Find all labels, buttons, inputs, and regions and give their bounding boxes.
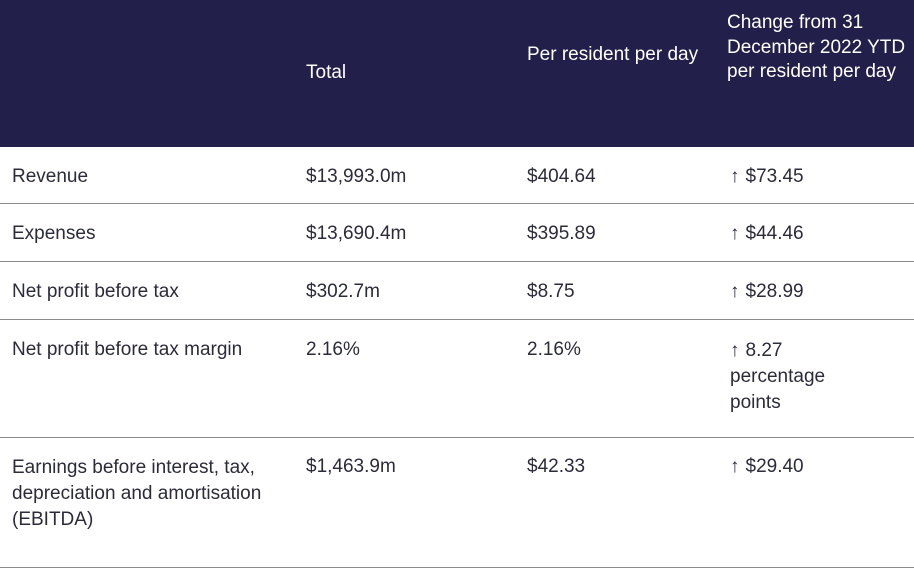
- column-header-per-resident: Per resident per day: [527, 44, 699, 65]
- row-total: $302.7m: [306, 281, 380, 302]
- up-arrow-icon: ↑: [730, 340, 740, 361]
- row-label: Revenue: [12, 166, 89, 187]
- up-arrow-icon: ↑: [730, 281, 740, 302]
- table-row: Earnings before interest, tax, depreciat…: [0, 438, 914, 568]
- column-header-total: Total: [306, 62, 347, 83]
- row-per-resident: 2.16%: [527, 339, 581, 360]
- row-change-value: $29.40: [745, 456, 804, 477]
- up-arrow-icon: ↑: [730, 223, 740, 244]
- row-change: ↑ $29.40: [730, 455, 910, 479]
- row-change-value: 8.27 percentage points: [730, 340, 826, 413]
- row-change: ↑ $28.99: [730, 280, 910, 304]
- table-header: Total Per resident per day Change from 3…: [0, 0, 914, 147]
- table-row: Expenses $13,690.4m $395.89 ↑ $44.46: [0, 204, 914, 262]
- row-change-value: $73.45: [745, 166, 804, 187]
- row-total: $13,690.4m: [306, 223, 407, 244]
- row-per-resident: $395.89: [527, 223, 596, 244]
- row-change: ↑ $73.45: [730, 165, 910, 189]
- row-total: 2.16%: [306, 339, 360, 360]
- row-per-resident: $42.33: [527, 456, 586, 477]
- row-change: ↑ 8.27 percentage points: [730, 338, 870, 416]
- table-row: Net profit before tax $302.7m $8.75 ↑ $28…: [0, 262, 914, 320]
- row-total: $1,463.9m: [306, 456, 396, 477]
- row-label: Net profit before tax: [12, 281, 179, 302]
- row-per-resident: $404.64: [527, 166, 596, 187]
- row-per-resident: $8.75: [527, 281, 575, 302]
- column-header-change: Change from 31 December 2022 YTD per res…: [727, 12, 906, 82]
- row-change: ↑ $44.46: [730, 222, 910, 246]
- table-row: Net profit before tax margin 2.16% 2.16%…: [0, 320, 914, 438]
- row-label: Earnings before interest, tax, depreciat…: [12, 457, 262, 530]
- table-row: Revenue $13,993.0m $404.64 ↑ $73.45: [0, 147, 914, 204]
- up-arrow-icon: ↑: [730, 456, 740, 477]
- row-change-value: $28.99: [745, 281, 804, 302]
- row-label: Expenses: [12, 223, 96, 244]
- row-change-value: $44.46: [745, 223, 804, 244]
- up-arrow-icon: ↑: [730, 166, 740, 187]
- row-label: Net profit before tax margin: [12, 339, 243, 360]
- row-total: $13,993.0m: [306, 166, 407, 187]
